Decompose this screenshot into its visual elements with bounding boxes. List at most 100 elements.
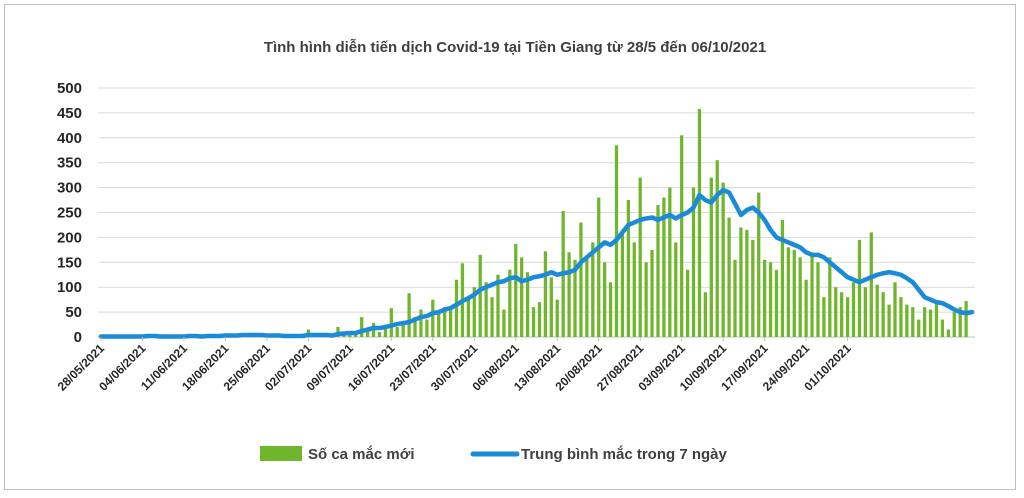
bar	[709, 177, 713, 337]
bar	[454, 279, 459, 337]
bar	[656, 205, 660, 337]
x-axis-ticks: 28/05/202104/06/202111/06/202118/06/2021…	[55, 337, 854, 394]
chart-title: Tình hình diễn tiến dịch Covid-19 tại Ti…	[264, 39, 766, 56]
bar	[893, 282, 897, 337]
bar	[543, 251, 548, 337]
bar	[401, 322, 405, 337]
bar	[792, 249, 796, 337]
bar	[443, 307, 447, 337]
y-tick-label: 0	[74, 329, 82, 346]
bar	[431, 299, 435, 337]
bar	[917, 319, 921, 337]
bar	[555, 299, 559, 337]
bar	[437, 312, 441, 337]
bar	[644, 262, 648, 337]
bar	[822, 297, 826, 337]
bar	[425, 319, 429, 337]
legend-swatch-bars	[260, 446, 302, 461]
bar	[751, 239, 755, 337]
bar	[923, 307, 927, 337]
bar	[520, 257, 524, 337]
bar	[964, 301, 968, 337]
bar	[638, 177, 642, 337]
bar	[881, 292, 885, 337]
bar	[472, 287, 476, 337]
bar	[674, 242, 678, 337]
bar	[680, 135, 684, 337]
bar	[573, 259, 577, 337]
bar	[875, 284, 879, 337]
bar	[650, 249, 654, 337]
y-tick-label: 350	[57, 155, 82, 172]
bar	[395, 327, 399, 337]
bar	[537, 302, 542, 337]
legend-label-bars: Số ca mắc mới	[308, 445, 415, 463]
bar	[952, 312, 956, 337]
bar	[804, 279, 808, 337]
bar	[958, 307, 962, 337]
y-tick-label: 500	[57, 80, 82, 97]
bar	[490, 297, 494, 337]
bar	[863, 287, 868, 337]
bar	[448, 309, 453, 337]
y-axis-ticks: 0 50 100 150 200 250 300 350 400 450 500	[57, 80, 82, 346]
bar	[828, 257, 832, 337]
chart-svg: Tình hình diễn tiến dịch Covid-19 tại Ti…	[55, 39, 975, 463]
bar	[585, 257, 589, 337]
y-tick-label: 250	[57, 205, 82, 222]
bar	[911, 307, 915, 337]
bar	[377, 332, 382, 337]
y-tick-label: 300	[57, 180, 82, 197]
bar	[840, 292, 844, 337]
bar	[739, 227, 743, 337]
bar	[780, 219, 785, 337]
bar	[413, 317, 417, 337]
bar	[632, 242, 636, 337]
bar	[591, 242, 595, 337]
line-series	[98, 187, 975, 339]
bar	[567, 252, 571, 337]
bar	[525, 272, 530, 337]
bar	[869, 232, 873, 337]
bar	[857, 239, 862, 337]
bar	[715, 160, 719, 337]
bar	[768, 262, 773, 337]
y-tick-label: 200	[57, 229, 82, 246]
bar	[727, 217, 731, 337]
bar	[549, 277, 553, 337]
bar	[383, 324, 388, 337]
bar	[608, 282, 613, 337]
line-series-path	[98, 187, 975, 339]
bar	[928, 309, 933, 337]
bar	[348, 335, 352, 337]
bar	[389, 308, 393, 337]
bar	[774, 269, 779, 337]
bar	[697, 108, 702, 337]
bar	[478, 254, 482, 337]
bar	[934, 302, 939, 337]
bar	[899, 297, 903, 337]
bar	[757, 192, 761, 337]
bar	[514, 243, 518, 337]
bar	[508, 269, 512, 337]
bar	[365, 329, 370, 337]
bar	[845, 297, 850, 337]
bar	[763, 259, 767, 337]
bar-series	[99, 108, 968, 337]
bar	[496, 274, 500, 337]
bar	[685, 269, 690, 337]
y-tick-label: 450	[57, 105, 82, 122]
bar	[620, 232, 625, 337]
chart-frame: Tình hình diễn tiến dịch Covid-19 tại Ti…	[4, 4, 1016, 490]
bar	[745, 229, 749, 337]
bar	[360, 317, 364, 337]
bar	[946, 329, 950, 337]
bar	[419, 309, 423, 337]
bar	[798, 257, 802, 337]
bar	[810, 252, 814, 337]
grid-layer	[98, 87, 975, 338]
bar	[466, 297, 470, 337]
bar	[721, 182, 725, 337]
legend: Số ca mắc mới Trung bình mắc trong 7 ngà…	[260, 445, 728, 463]
bar	[626, 200, 630, 337]
